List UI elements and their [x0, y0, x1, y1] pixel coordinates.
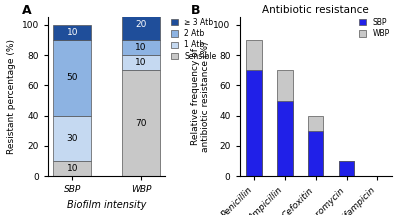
Text: 10: 10	[66, 164, 78, 173]
Legend: ≥ 3 Atb, 2 Atb, 1 Atb, Sensible: ≥ 3 Atb, 2 Atb, 1 Atb, Sensible	[172, 18, 217, 61]
Y-axis label: Relative frequency of
antibiotic resistance (%): Relative frequency of antibiotic resista…	[191, 41, 210, 152]
Text: B: B	[191, 5, 200, 17]
Bar	[308, 131, 324, 176]
Text: 50: 50	[66, 73, 78, 82]
Text: 10: 10	[66, 28, 78, 37]
Text: 10: 10	[135, 43, 147, 52]
Bar	[53, 40, 91, 116]
Text: 10: 10	[135, 58, 147, 67]
Bar	[277, 101, 293, 176]
Bar	[339, 161, 354, 176]
Bar	[339, 161, 354, 176]
Bar	[122, 10, 160, 40]
Bar	[122, 70, 160, 176]
Text: A: A	[22, 5, 32, 17]
Text: 30: 30	[66, 134, 78, 143]
Bar	[122, 55, 160, 70]
Bar	[246, 70, 262, 176]
Bar	[122, 40, 160, 55]
Legend: SBP, WBP: SBP, WBP	[360, 18, 390, 38]
Bar	[308, 116, 324, 176]
Bar	[53, 25, 91, 40]
X-axis label: Biofilm intensity: Biofilm intensity	[67, 200, 146, 210]
Text: 20: 20	[135, 20, 147, 29]
Bar	[277, 70, 293, 176]
Bar	[53, 116, 91, 161]
Title: Antibiotic resistance: Antibiotic resistance	[262, 5, 369, 15]
Text: 70: 70	[135, 119, 147, 128]
Bar	[53, 161, 91, 176]
Bar	[246, 40, 262, 176]
Y-axis label: Resistant percentage (%): Resistant percentage (%)	[7, 39, 16, 154]
